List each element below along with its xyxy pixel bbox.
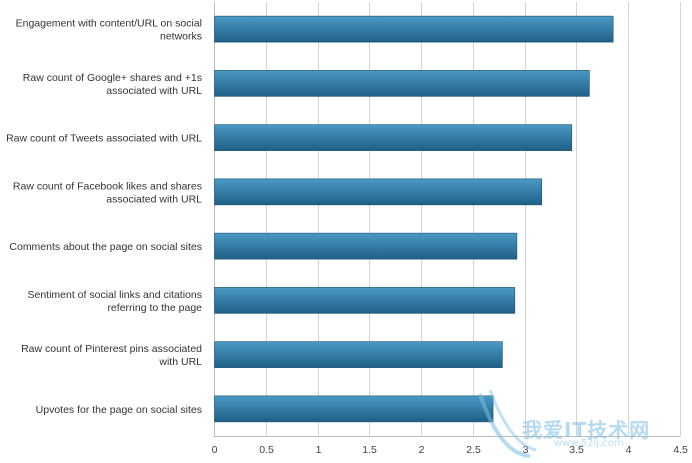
category-label: Raw count of Pinterest pins associated [21, 343, 202, 355]
bar [214, 287, 516, 314]
category-label: Comments about the page on social sites [9, 241, 202, 253]
x-tick-label: 0 [212, 444, 218, 456]
bar [214, 232, 518, 260]
category-label: Raw count of Tweets associated with URL [6, 133, 202, 145]
category-label: Engagement with content/URL on social [16, 18, 202, 30]
bar [214, 70, 590, 97]
category-label: Raw count of Facebook likes and shares [13, 180, 202, 192]
x-tick-label: 4.5 [673, 444, 688, 456]
x-tick-label: 1 [316, 444, 322, 456]
bar [214, 124, 573, 151]
grid-lines [214, 2, 681, 437]
category-label: with URL [158, 356, 202, 368]
bar [214, 15, 614, 43]
x-tick-label: 1.5 [362, 444, 377, 456]
x-tick-label: 2 [419, 444, 425, 456]
category-label: Upvotes for the page on social sites [36, 404, 202, 416]
x-tick-label: 4 [626, 444, 632, 456]
x-tick-label: 3.5 [569, 444, 584, 456]
x-tick-label: 0.5 [259, 444, 274, 456]
category-label: networks [160, 31, 202, 43]
category-label: Sentiment of social links and citations [27, 289, 202, 301]
category-label: referring to the page [107, 302, 202, 314]
bars [214, 15, 614, 423]
category-label: Raw count of Google+ shares and +1s [23, 72, 202, 84]
category-label: associated with URL [106, 85, 202, 97]
category-label: associated with URL [106, 193, 202, 205]
category-labels: Engagement with content/URL on socialnet… [6, 18, 202, 416]
bar [214, 395, 494, 423]
bar [214, 178, 543, 206]
x-axis-ticks: 0 0.5 1 1.5 2 2.5 3 3.5 4 4.5 [212, 444, 688, 456]
x-tick-label: 3 [523, 444, 529, 456]
bar [214, 341, 503, 368]
x-tick-label: 2.5 [466, 444, 481, 456]
